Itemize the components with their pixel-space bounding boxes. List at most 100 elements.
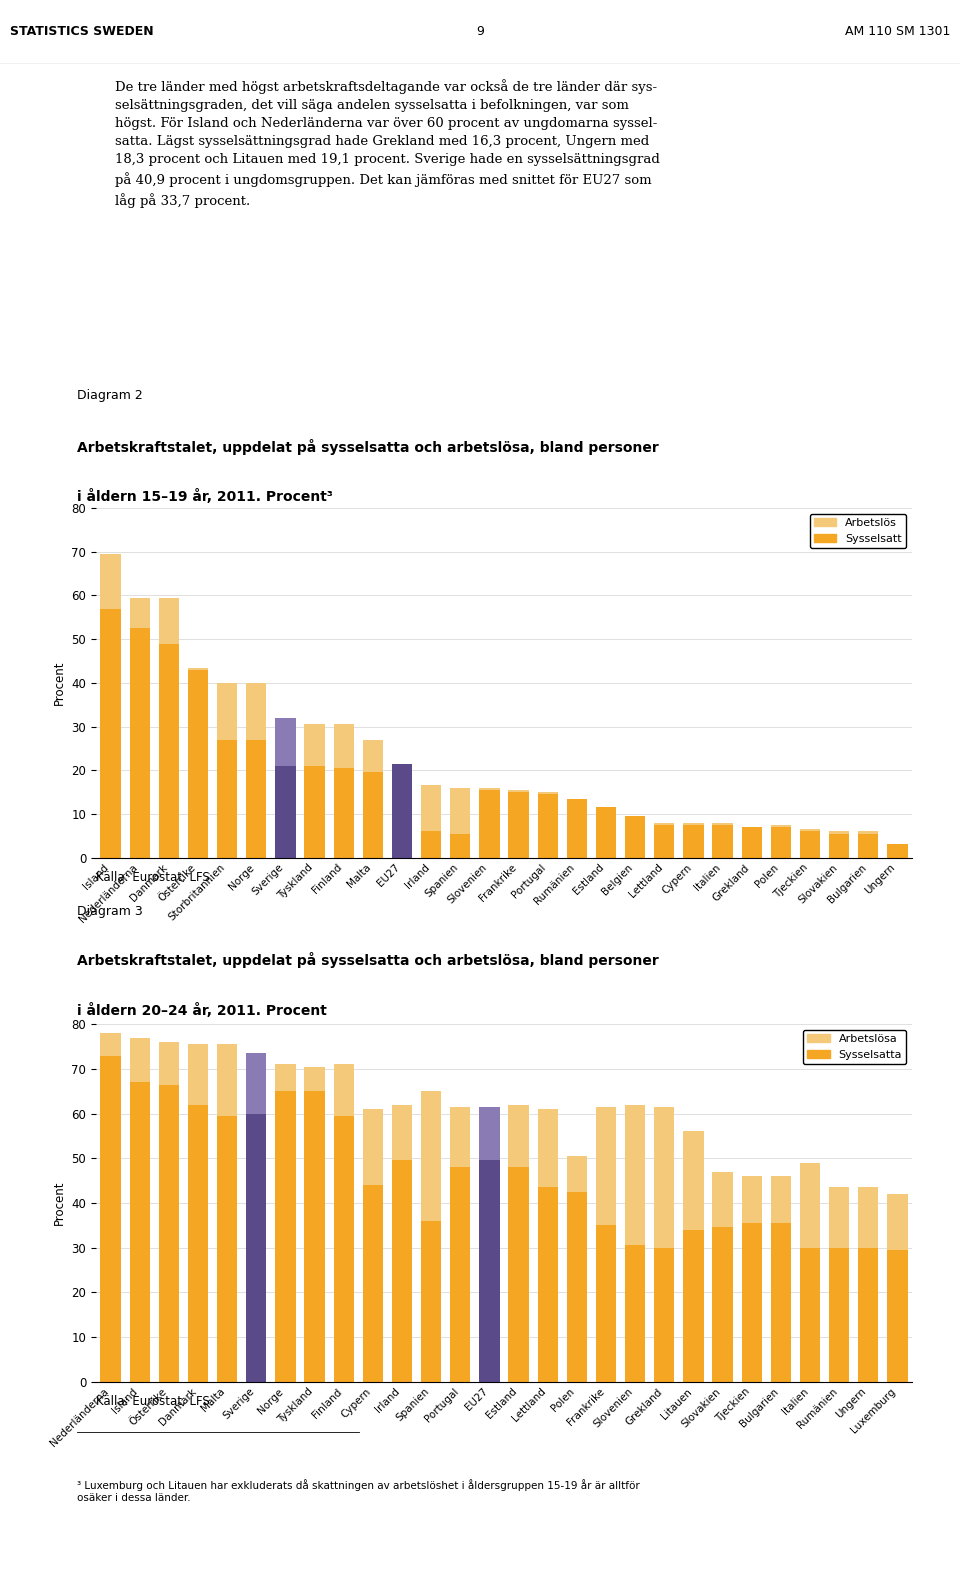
Bar (420, 1221, 442, 1382)
Bar (654, 824, 675, 858)
Bar (158, 643, 180, 858)
Bar (596, 1107, 616, 1226)
Bar (712, 1172, 732, 1228)
Bar (771, 1177, 791, 1223)
Bar (712, 823, 732, 824)
Bar (450, 834, 470, 858)
Text: Källa: Eurostat, LFS.: Källa: Eurostat, LFS. (96, 1394, 213, 1409)
Bar (130, 1083, 150, 1382)
Bar (363, 1108, 383, 1185)
Bar (566, 1156, 588, 1191)
Text: ³ Luxemburg och Litauen har exkluderats då skattningen av arbetslöshet i åldersg: ³ Luxemburg och Litauen har exkluderats … (77, 1480, 639, 1502)
Bar (420, 1091, 442, 1221)
Bar (188, 670, 208, 858)
Y-axis label: Procent: Procent (53, 661, 66, 705)
Bar (800, 829, 820, 832)
Bar (479, 788, 499, 789)
Text: Arbetskraftstalet, uppdelat på sysselsatta och arbetslösa, bland personer: Arbetskraftstalet, uppdelat på sysselsat… (77, 951, 659, 967)
Bar (538, 794, 558, 858)
Bar (276, 718, 296, 765)
Bar (479, 789, 499, 858)
Bar (217, 740, 237, 858)
Bar (828, 1248, 850, 1382)
Bar (800, 1162, 820, 1248)
Text: Källa: Eurostat, LFS.: Källa: Eurostat, LFS. (96, 870, 213, 885)
Bar (304, 765, 324, 858)
Bar (101, 554, 121, 608)
Bar (101, 1034, 121, 1056)
Bar (420, 832, 442, 858)
Bar (276, 1064, 296, 1091)
Bar (858, 1188, 878, 1248)
Bar (392, 764, 412, 858)
Bar (246, 1113, 267, 1382)
Bar (188, 667, 208, 670)
Bar (684, 823, 704, 824)
Bar (304, 1091, 324, 1382)
Text: Diagram 2: Diagram 2 (77, 389, 142, 402)
Bar (304, 724, 324, 765)
Bar (392, 1161, 412, 1382)
Bar (450, 1107, 470, 1167)
Bar (566, 799, 588, 858)
Bar (771, 1223, 791, 1382)
Bar (246, 1053, 267, 1113)
Bar (684, 1131, 704, 1229)
Bar (363, 772, 383, 858)
Bar (363, 740, 383, 772)
Bar (276, 1091, 296, 1382)
Bar (158, 1042, 180, 1085)
Bar (509, 789, 529, 792)
Bar (333, 1064, 354, 1116)
Text: i åldern 20–24 år, 2011. Procent: i åldern 20–24 år, 2011. Procent (77, 1004, 326, 1018)
Bar (741, 1223, 762, 1382)
Bar (684, 824, 704, 858)
Bar (887, 845, 907, 858)
Bar (479, 1161, 499, 1382)
Bar (887, 1250, 907, 1382)
Text: AM 110 SM 1301: AM 110 SM 1301 (845, 25, 950, 38)
Bar (858, 1248, 878, 1382)
Bar (654, 823, 675, 824)
Bar (538, 1188, 558, 1382)
Bar (450, 788, 470, 834)
Bar (858, 832, 878, 834)
Bar (217, 1045, 237, 1116)
Bar (684, 1229, 704, 1382)
Bar (101, 608, 121, 858)
Bar (509, 792, 529, 858)
Bar (712, 824, 732, 858)
Bar (101, 1056, 121, 1382)
Text: 9: 9 (476, 25, 484, 38)
Bar (246, 740, 267, 858)
Bar (333, 1116, 354, 1382)
Bar (712, 1228, 732, 1382)
Bar (800, 1248, 820, 1382)
Bar (276, 765, 296, 858)
Bar (538, 792, 558, 794)
Bar (800, 832, 820, 858)
Bar (420, 786, 442, 832)
Bar (625, 816, 645, 858)
Bar (771, 827, 791, 858)
Bar (887, 1194, 907, 1250)
Bar (333, 769, 354, 858)
Bar (450, 1167, 470, 1382)
Bar (363, 1185, 383, 1382)
Bar (392, 1105, 412, 1161)
Bar (158, 1085, 180, 1382)
Bar (596, 1226, 616, 1382)
Legend: Arbetslösa, Sysselsatta: Arbetslösa, Sysselsatta (803, 1029, 906, 1064)
Bar (130, 629, 150, 858)
Text: De tre länder med högst arbetskraftsdeltagande var också de tre länder där sys-
: De tre länder med högst arbetskraftsdelt… (115, 79, 660, 208)
Bar (130, 597, 150, 629)
Bar (625, 1245, 645, 1382)
Bar (217, 683, 237, 740)
Bar (828, 832, 850, 834)
Bar (217, 1116, 237, 1382)
Bar (654, 1107, 675, 1248)
Text: Diagram 3: Diagram 3 (77, 905, 142, 918)
Legend: Arbetslös, Sysselsatt: Arbetslös, Sysselsatt (810, 513, 906, 548)
Bar (246, 683, 267, 740)
Bar (596, 807, 616, 858)
